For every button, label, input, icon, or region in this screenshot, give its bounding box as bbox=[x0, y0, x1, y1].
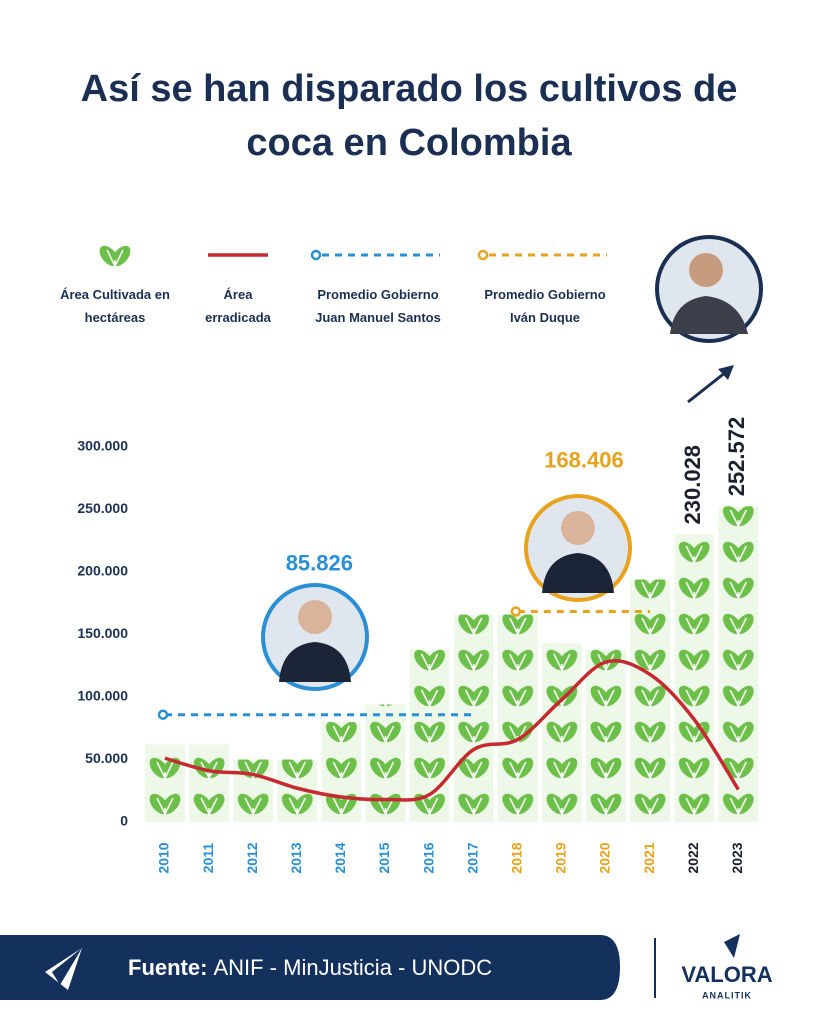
eradicated-line bbox=[164, 659, 740, 802]
pictogram-bar bbox=[321, 722, 362, 822]
y-tick-label: 0 bbox=[120, 813, 128, 829]
x-tick-label: 2020 bbox=[597, 842, 613, 873]
photo-petro bbox=[655, 235, 763, 343]
value-label: 230.028 bbox=[680, 445, 705, 525]
legend-label: Promedio Gobierno Juan Manuel Santos bbox=[315, 287, 441, 325]
pictogram-bar bbox=[630, 579, 671, 822]
pictogram-bar bbox=[453, 614, 494, 822]
x-tick-label: 2014 bbox=[332, 842, 348, 873]
svg-text:Fuente:ANIF - MinJusticia - UN: Fuente: ANIF - MinJusticia - UNODC bbox=[128, 955, 492, 980]
legend-label: Área erradicada bbox=[205, 287, 271, 325]
brand-sub: ANALITIK bbox=[702, 990, 752, 1000]
legend-icon bbox=[477, 249, 489, 261]
y-tick-label: 100.000 bbox=[77, 688, 128, 704]
title: Así se han disparado los cultivos de coc… bbox=[80, 68, 738, 164]
legend-label: Área Cultivada en hectáreas bbox=[60, 287, 170, 325]
legend-label: Promedio Gobierno Iván Duque bbox=[484, 287, 606, 325]
legend-icon bbox=[310, 249, 322, 261]
pictogram-bar bbox=[586, 649, 626, 822]
average-start bbox=[157, 709, 169, 720]
y-tick-label: 250.000 bbox=[77, 500, 128, 516]
pictogram-bar bbox=[497, 614, 538, 822]
x-tick-label: 2023 bbox=[729, 842, 745, 873]
x-tick-label: 2017 bbox=[464, 842, 480, 873]
x-tick-label: 2013 bbox=[288, 842, 304, 873]
x-tick-label: 2011 bbox=[200, 843, 216, 874]
y-tick-label: 50.000 bbox=[85, 750, 128, 766]
x-tick-label: 2010 bbox=[156, 842, 172, 873]
legend-icon bbox=[99, 245, 131, 268]
source: ANIF - MinJusticia - UNODC bbox=[213, 955, 492, 980]
pictogram-bar bbox=[718, 506, 759, 822]
photo-santos bbox=[261, 583, 369, 691]
trend-arrow bbox=[687, 365, 734, 404]
footer: Fuente: ANIF - MinJusticia - UNODC VALORA… bbox=[0, 934, 773, 1000]
value-label: 85.826 bbox=[286, 551, 353, 576]
pictogram-bar bbox=[189, 744, 230, 822]
value-label: 168.406 bbox=[544, 447, 624, 472]
average-start bbox=[510, 606, 522, 617]
pictogram-bar bbox=[674, 534, 715, 822]
x-tick-label: 2021 bbox=[641, 842, 657, 873]
pictogram-bar bbox=[541, 643, 582, 822]
x-tick-label: 2018 bbox=[509, 842, 525, 873]
brand: VALORA bbox=[681, 962, 772, 987]
pictogram-bar bbox=[233, 759, 274, 822]
x-tick-label: 2015 bbox=[376, 842, 392, 873]
x-tick-label: 2016 bbox=[420, 842, 436, 873]
x-tick-label: 2019 bbox=[553, 842, 569, 873]
y-tick-label: 200.000 bbox=[77, 563, 128, 579]
source-label: Fuente: bbox=[128, 955, 207, 980]
pictogram-bar bbox=[365, 704, 406, 822]
x-tick-label: 2012 bbox=[244, 842, 260, 873]
y-tick-label: 300.000 bbox=[77, 438, 128, 454]
value-label: 252.572 bbox=[724, 417, 749, 497]
photo-duque bbox=[524, 494, 632, 602]
pictogram-bar bbox=[145, 744, 185, 822]
x-tick-label: 2022 bbox=[685, 842, 701, 873]
y-tick-label: 150.000 bbox=[77, 625, 128, 641]
